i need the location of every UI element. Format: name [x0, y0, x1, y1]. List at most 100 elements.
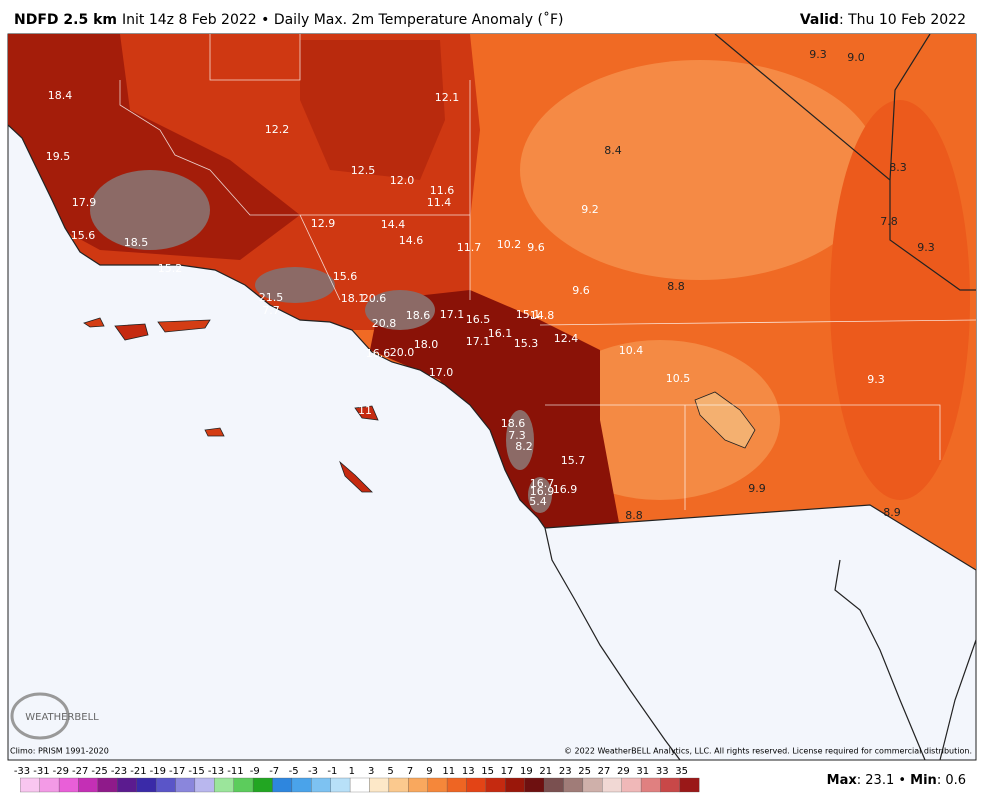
- map-label: 16.6: [366, 347, 391, 360]
- map-label: 10.2: [497, 238, 522, 251]
- map-label: 18.0: [414, 338, 439, 351]
- map-label: 8.3: [889, 161, 907, 174]
- map-label: 17.1: [440, 308, 465, 321]
- map-label: 15.1: [516, 308, 541, 321]
- logo: WEATHERBELL: [10, 692, 99, 740]
- colorbar-swatch: [97, 777, 118, 793]
- colorbar-label: 5: [387, 766, 393, 777]
- map-label: 11.7: [457, 241, 482, 254]
- map-label: 15.3: [514, 337, 539, 350]
- map-label: 18.4: [48, 89, 73, 102]
- map-label: 16.5: [466, 313, 491, 326]
- colorbar-swatch: [369, 777, 390, 793]
- colorbar-label: 17: [501, 766, 514, 777]
- colorbar-label: 3: [368, 766, 374, 777]
- colorbar-swatch: [640, 777, 661, 793]
- colorbar-swatch: [272, 777, 293, 793]
- map-label: 7.7: [262, 304, 280, 317]
- colorbar-label: 33: [656, 766, 669, 777]
- map-label: 16.1: [488, 327, 513, 340]
- colorbar-label: 1: [349, 766, 355, 777]
- colorbar-label: -33: [14, 766, 30, 777]
- colorbar-swatch: [291, 777, 312, 793]
- extreme-zone: [255, 267, 335, 303]
- colorbar-label: -11: [227, 766, 243, 777]
- map-label: 12.2: [265, 123, 290, 136]
- map-label: 16.7: [530, 477, 555, 490]
- extreme-zone: [528, 477, 552, 513]
- colorbar-label: 15: [481, 766, 494, 777]
- colorbar-swatch: [466, 777, 487, 793]
- map-label: 15.6: [333, 270, 358, 283]
- colorbar-swatch: [20, 777, 40, 793]
- map-label: 12.1: [435, 91, 460, 104]
- colorbar-label: -13: [208, 766, 224, 777]
- map-label: 14.8: [530, 309, 555, 322]
- extreme-zone: [90, 170, 210, 250]
- map-label: 18.5: [124, 236, 149, 249]
- colorbar-swatch: [446, 777, 467, 793]
- max-label: Max: [827, 773, 858, 788]
- colorbar-swatch: [233, 777, 254, 793]
- warm-zone: [830, 100, 970, 500]
- colorbar-swatch: [136, 777, 157, 793]
- colorbar-label: -31: [33, 766, 49, 777]
- colorbar-swatch: [194, 777, 215, 793]
- map-label: 14.4: [381, 218, 406, 231]
- map-label: 12.0: [390, 174, 415, 187]
- map-label: 5.4: [529, 495, 547, 508]
- colorbar-label: -5: [289, 766, 299, 777]
- colorbar-swatch: [485, 777, 506, 793]
- map-label: 10.4: [619, 344, 644, 357]
- map-label: 21.5: [259, 291, 284, 304]
- stats: Max: 23.1 • Min: 0.6: [827, 773, 966, 788]
- warm-zone: [520, 60, 880, 280]
- colorbar-label: 35: [675, 766, 688, 777]
- min-value: : 0.6: [937, 773, 966, 788]
- extreme-zone: [365, 290, 435, 330]
- map-label: 9.6: [572, 284, 590, 297]
- map-label: 18.6: [501, 417, 526, 430]
- map-label: 15.7: [561, 454, 586, 467]
- map-label: 9.3: [809, 48, 827, 61]
- colorbar-label: 29: [617, 766, 630, 777]
- hot-zone: [370, 290, 620, 528]
- map-label: 14.6: [399, 234, 424, 247]
- map-label: 8.2: [515, 440, 533, 453]
- county-lines: [119, 34, 977, 510]
- map-label: 20.0: [390, 346, 415, 359]
- map-label: 18.1: [341, 292, 366, 305]
- logo-text: WEATHERBELL: [25, 712, 99, 723]
- colorbar-label: -27: [72, 766, 88, 777]
- map-label: 20.8: [372, 317, 397, 330]
- colorbar-label: -29: [53, 766, 69, 777]
- climo-note: Climo: PRISM 1991-2020: [10, 747, 109, 756]
- colorbar-label: 19: [520, 766, 533, 777]
- colorbar-label: 11: [442, 766, 455, 777]
- map-label: 11: [358, 404, 372, 417]
- colorbar-swatch: [543, 777, 564, 793]
- hot-zone: [300, 40, 445, 180]
- valid-date: : Thu 10 Feb 2022: [839, 12, 966, 28]
- map-label: 15.6: [71, 229, 96, 242]
- map-label: 17.0: [429, 366, 454, 379]
- map-label: 9.2: [581, 203, 599, 216]
- colorbar-label: -23: [111, 766, 127, 777]
- header-title: NDFD 2.5 km: [14, 12, 117, 28]
- map-label: 7.3: [508, 429, 526, 442]
- map-label: 9.3: [917, 241, 935, 254]
- colorbar-swatch: [563, 777, 584, 793]
- map-label: 8.8: [625, 509, 643, 522]
- colorbar-swatch: [427, 777, 448, 793]
- colorbar-swatch: [388, 777, 409, 793]
- colorbar-swatch: [78, 777, 99, 793]
- map-label: 20.6: [362, 292, 387, 305]
- colorbar-swatch: [330, 777, 351, 793]
- map-label: 17.9: [72, 196, 97, 209]
- colorbar-swatch: [408, 777, 428, 793]
- borders: [7, 33, 977, 761]
- map-label: 11.4: [427, 196, 452, 209]
- colorbar-swatch: [252, 777, 273, 793]
